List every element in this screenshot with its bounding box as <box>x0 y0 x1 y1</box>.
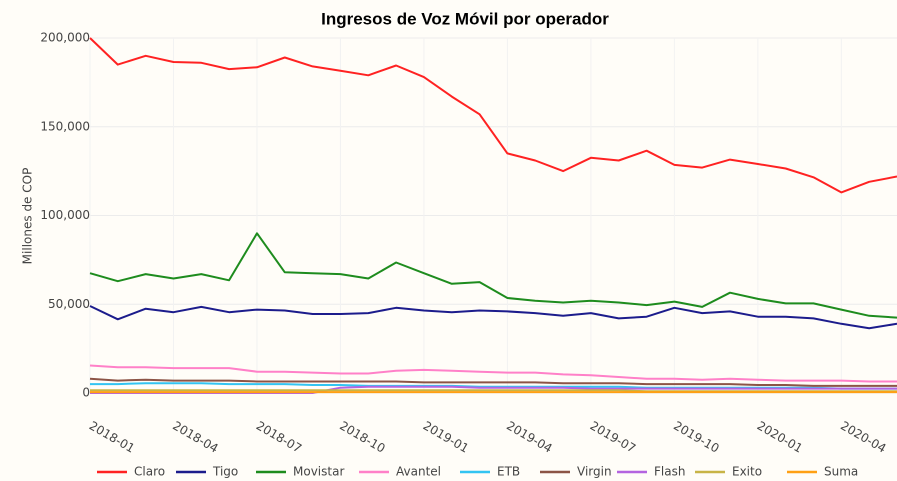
x-tick-label: 2020-01 <box>755 419 805 456</box>
series-line <box>89 37 897 194</box>
series-line <box>89 364 897 383</box>
x-tick-label: 2018-01 <box>87 419 137 456</box>
x-tick-label: 2020-04 <box>838 419 888 456</box>
legend-label: Claro <box>134 465 165 479</box>
legend-item: Tigo <box>176 465 238 479</box>
legend-item: Movistar <box>256 465 344 479</box>
legend-item: ETB <box>460 465 520 479</box>
y-tick-label: 100,000 <box>40 208 90 222</box>
legend-label: Virgin <box>577 465 612 479</box>
legend-label: Movistar <box>293 465 344 479</box>
legend-item: Exito <box>695 465 762 479</box>
legend-item: Suma <box>787 465 858 479</box>
legend-label: ETB <box>497 465 520 479</box>
chart-title: Ingresos de Voz Móvil por operador <box>321 9 609 28</box>
x-tick-label: 2019-04 <box>504 419 554 456</box>
legend-item: Claro <box>97 465 165 479</box>
y-axis-label: Millones de COP <box>21 168 35 265</box>
x-tick-label: 2018-07 <box>254 419 304 456</box>
x-tick-label: 2018-04 <box>170 419 220 456</box>
series-line <box>89 305 897 330</box>
x-tick-label: 2019-07 <box>588 419 638 456</box>
y-tick-label: 50,000 <box>48 297 90 311</box>
legend-label: Suma <box>824 465 858 479</box>
y-tick-label: 200,000 <box>40 31 90 45</box>
x-tick-label: 2018-10 <box>337 419 387 456</box>
legend-label: Avantel <box>396 465 441 479</box>
legend-label: Flash <box>654 465 685 479</box>
y-tick-label: 0 <box>82 386 90 400</box>
legend-item: Flash <box>617 465 685 479</box>
x-tick-label: 2019-01 <box>421 419 471 456</box>
series-line <box>89 232 897 319</box>
legend-label: Tigo <box>212 465 238 479</box>
legend-item: Avantel <box>359 465 441 479</box>
legend-label: Exito <box>732 465 762 479</box>
series-line <box>90 389 897 393</box>
x-tick-label: 2019-10 <box>671 419 721 456</box>
y-tick-label: 150,000 <box>40 119 90 133</box>
legend-item: Virgin <box>540 465 612 479</box>
series-line <box>89 377 897 387</box>
